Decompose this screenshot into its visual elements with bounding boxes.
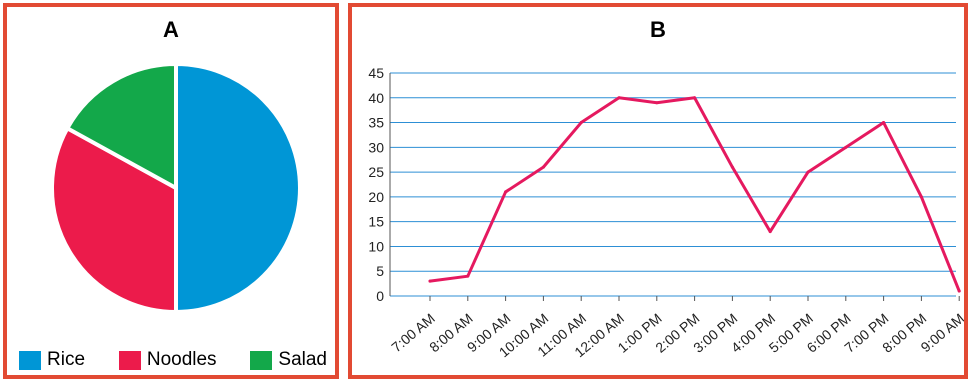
y-tick-label: 25	[368, 164, 384, 180]
line-chart-title: B	[650, 17, 666, 42]
legend-swatch-salad	[250, 350, 273, 370]
legend-swatch-noodles	[118, 350, 141, 370]
pie-legend: Rice Noodles Salad	[19, 347, 327, 373]
data-point	[957, 289, 961, 293]
y-tick-label: 30	[368, 139, 384, 155]
data-point	[919, 195, 923, 199]
y-tick-label: 35	[368, 115, 384, 131]
y-tick-label: 10	[368, 238, 384, 254]
legend-item-salad: Salad	[250, 349, 327, 371]
y-tick-label: 5	[376, 263, 384, 279]
data-point	[844, 145, 848, 149]
y-tick-label: 15	[368, 214, 384, 230]
pie-chart	[50, 62, 302, 314]
legend-label-salad: Salad	[278, 349, 327, 370]
data-point	[541, 165, 545, 169]
pie-chart-title: A	[163, 17, 179, 42]
pie-slice-rice	[174, 62, 302, 314]
y-tick-label: 20	[368, 189, 384, 205]
data-point	[693, 96, 697, 100]
y-tick-label: 40	[368, 90, 384, 106]
data-point	[655, 101, 659, 105]
series-line	[428, 96, 961, 293]
pie-slice-noodles	[50, 126, 178, 314]
legend-swatch-rice	[19, 350, 41, 370]
legend-item-noodles: Noodles	[118, 349, 217, 371]
data-point	[504, 190, 508, 194]
legend-item-rice: Rice	[19, 349, 85, 371]
data-point	[428, 279, 432, 283]
pie-chart-panel: A Rice Noodles Salad	[3, 3, 339, 379]
data-point	[806, 170, 810, 174]
pie-slice-salad	[65, 62, 178, 190]
legend-label-rice: Rice	[47, 349, 86, 370]
line-chart-panel: B 0 5 10 15 20 25 30 35 40 45 7:00 AM 8:00 AM 9:00 A…	[348, 3, 968, 379]
data-point	[579, 121, 583, 125]
y-tick-label: 0	[376, 288, 384, 304]
data-point	[466, 274, 470, 278]
y-tick-label: 45	[368, 65, 384, 81]
legend-label-noodles: Noodles	[146, 349, 217, 370]
data-point	[617, 96, 621, 100]
data-point	[882, 121, 886, 125]
data-point	[768, 230, 772, 234]
data-point	[730, 165, 734, 169]
